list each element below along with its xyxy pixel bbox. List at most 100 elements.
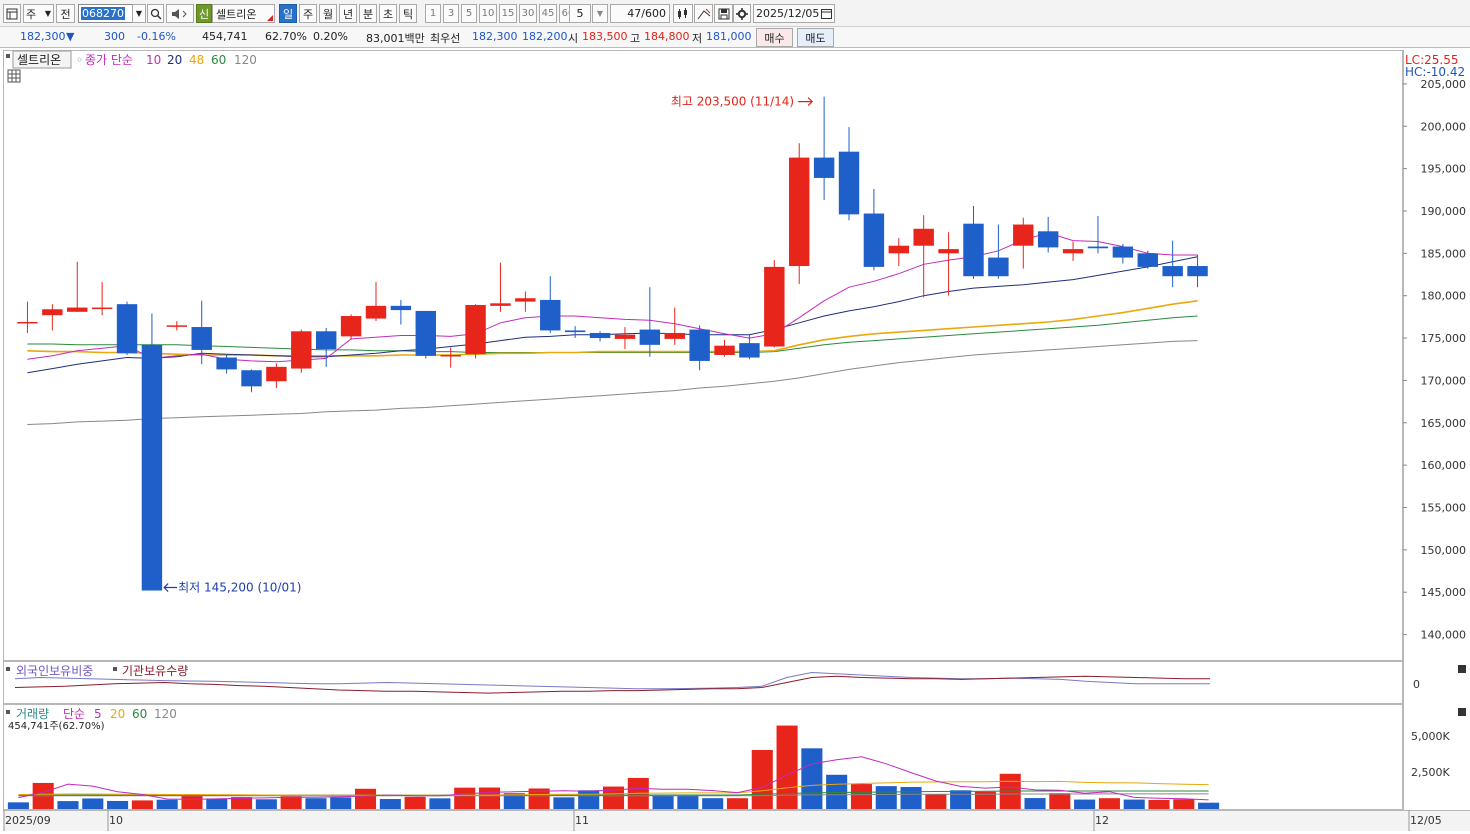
panel-bullet-icon [113, 667, 117, 671]
price-tick-label: 170,000 [1421, 374, 1467, 387]
minute-button-1[interactable]: 1 [425, 4, 441, 23]
period-tab-5[interactable]: 초 [379, 4, 397, 23]
minute-button-3[interactable]: 3 [443, 4, 459, 23]
volume-bar [875, 786, 897, 809]
panel-maximize-icon[interactable] [1458, 665, 1466, 673]
period-tab-3[interactable]: 년 [339, 4, 357, 23]
vol-ma20-label: 20 [110, 707, 125, 721]
candle-type-icon[interactable] [673, 4, 693, 23]
ma10-label: 10 [146, 53, 161, 67]
chevron-down-icon: ▼ [135, 9, 143, 18]
candle-body [440, 355, 461, 357]
vol-ma5-label: 5 [94, 707, 102, 721]
chevron-down-icon: ▼ [44, 9, 51, 18]
stock-name-tag-label: 셀트리온 [17, 53, 61, 67]
volume-bar [801, 748, 823, 809]
lc-label: LC:25.55 [1405, 53, 1458, 67]
buy-button[interactable]: 매수 [756, 28, 793, 47]
table-icon[interactable] [7, 69, 21, 83]
minute-button-10[interactable]: 10 [479, 4, 497, 23]
volume-bar [578, 790, 600, 809]
draw-tool-icon[interactable] [694, 4, 713, 23]
volume-bar [950, 790, 972, 809]
volume-bar [503, 793, 525, 809]
layout-icon[interactable] [3, 4, 21, 23]
chart-area[interactable]: 205,000 200,000 195,000 190,000 185,000 180,0… [3, 50, 1470, 831]
time-axis [3, 810, 1470, 831]
volume-bar [925, 794, 947, 809]
turnover-rate: 0.20% [313, 30, 348, 43]
price-change: 300 [104, 30, 125, 43]
search-icon[interactable] [147, 4, 164, 23]
volume-bar [1173, 799, 1195, 809]
period-tab-4[interactable]: 분 [359, 4, 377, 23]
candle-body [216, 357, 237, 370]
vol_ma5-line [18, 756, 1209, 801]
minute-button-5[interactable]: 5 [461, 4, 477, 23]
chevron-down-icon: ▼ [596, 9, 604, 18]
candle-body [415, 310, 436, 356]
period-tab-0[interactable]: 일 [279, 4, 297, 23]
speaker-icon[interactable] [166, 4, 194, 23]
sell-button[interactable]: 매도 [797, 28, 834, 47]
volume-bar [82, 798, 104, 809]
volume-bar [751, 749, 773, 809]
candle-body [714, 345, 735, 355]
holdings-zero-label: 0 [1413, 678, 1420, 691]
custom-period-dropdown[interactable]: ▼ [592, 4, 608, 23]
candle-body [689, 329, 710, 361]
date-value: 2025/12/05 [756, 7, 820, 20]
price-tick-label: 185,000 [1421, 247, 1467, 260]
panel-bullet-icon [6, 710, 10, 714]
ma120-line [27, 340, 1198, 425]
high-price: 184,800 [644, 30, 690, 43]
candle-body [838, 151, 860, 215]
candle-body [17, 321, 38, 324]
custom-period-field[interactable]: 5 [569, 4, 591, 23]
candle-body [490, 303, 511, 306]
stock-code-input[interactable]: 068270 [78, 4, 146, 23]
price-tick-label: 205,000 [1421, 78, 1467, 91]
stock-name-tag[interactable] [12, 50, 72, 69]
price-tick-label: 175,000 [1421, 332, 1467, 345]
gear-icon[interactable] [733, 4, 751, 23]
volume-bar [677, 795, 699, 809]
hc-label: HC:-10.42 [1405, 65, 1465, 79]
volume-bar [726, 798, 749, 809]
candle-body [515, 298, 536, 302]
price-tick-label: 155,000 [1421, 502, 1467, 515]
volume-bar [1123, 799, 1145, 809]
volume-bar [652, 794, 674, 809]
time-tick-label: 11 [575, 814, 589, 827]
panel-maximize-icon[interactable] [1458, 708, 1466, 716]
holdings-panel [3, 661, 1403, 704]
volume-bar [255, 799, 277, 809]
stock-chart[interactable]: 205,000 200,000 195,000 190,000 185,000 180,0… [3, 50, 1470, 831]
calendar-icon[interactable] [821, 8, 832, 19]
period-tab-1[interactable]: 주 [299, 4, 317, 23]
stock-name-field[interactable]: 셀트리온 [212, 4, 275, 23]
minute-button-30[interactable]: 30 [519, 4, 537, 23]
volume-bar [454, 787, 476, 809]
candle-body [913, 228, 934, 246]
period-tab-2[interactable]: 월 [319, 4, 337, 23]
minute-button-15[interactable]: 15 [499, 4, 517, 23]
candle-body [42, 309, 63, 316]
data-count-field[interactable]: 47/600 [610, 4, 670, 23]
all-market-button[interactable]: 전 [56, 4, 75, 23]
candle-body [315, 331, 337, 350]
code-dropdown-button[interactable]: ▼ [132, 4, 146, 23]
volume-bar [900, 786, 922, 809]
low-price: 181,000 [706, 30, 752, 43]
best-bid: 182,200 [522, 30, 568, 43]
candle-body [789, 157, 810, 267]
volume-current: 454,741주(62.70%) [8, 721, 105, 732]
date-field[interactable]: 2025/12/05 [753, 4, 835, 23]
save-icon[interactable] [714, 4, 733, 23]
period-tab-6[interactable]: 틱 [399, 4, 417, 23]
data-count: 47 [627, 7, 642, 20]
minute-button-45[interactable]: 45 [539, 4, 557, 23]
price-tick-label: 180,000 [1421, 290, 1467, 303]
volume-bar [478, 787, 501, 809]
type-select[interactable]: 주 ▼ [23, 4, 54, 23]
